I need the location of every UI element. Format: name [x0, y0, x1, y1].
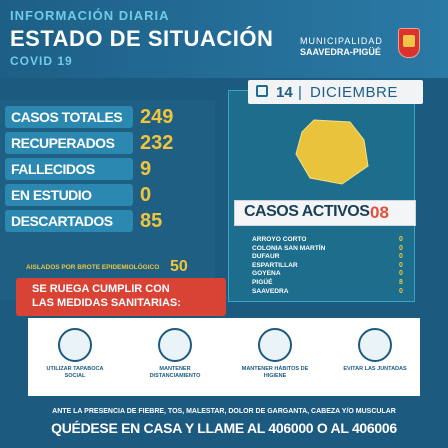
locality-name: ESPARTILLAR	[252, 261, 298, 269]
stat-value-recovered: 232	[140, 132, 174, 154]
footer-callout: QUÉDESE EN CASA Y LLAME AL 406000 O AL 4…	[51, 420, 397, 436]
locality-name: GOYENA	[252, 270, 281, 278]
isolated-label: AISLADOS POR BROTE EPIDEMIOLÓGICO	[26, 264, 160, 271]
locality-value: 0	[399, 287, 403, 295]
mask-icon	[58, 328, 92, 362]
date-month: DICIEMBRE	[310, 84, 398, 101]
measure-label: EVITAR LAS JUNTADAS	[343, 366, 407, 372]
date-bar	[248, 80, 423, 104]
active-cases-value: 08	[370, 203, 389, 222]
municipality-line1: MUNICIPALIDAD	[300, 36, 383, 46]
stat-label-deceased: FALLECIDOS	[5, 158, 133, 180]
measure-label: UTILIZAR TAPABOCA SOCIAL	[46, 366, 104, 379]
measure-label: MANTENER HÁBITOS DE HIGIENE	[241, 366, 309, 379]
locality-value: 0	[399, 244, 403, 252]
locality-name: SAAVEDRA	[252, 287, 289, 295]
stat-value-total: 249	[140, 106, 174, 128]
date-separator: |	[298, 84, 302, 101]
stat-label-discarded: DESCARTADOS	[5, 210, 133, 232]
crest-icon	[398, 28, 420, 58]
footer-note: ANTE LA PRESENCIA DE FIEBRE, TOS, MALEST…	[52, 408, 396, 415]
locality-name: DUFAUR	[252, 253, 280, 261]
page-title: ESTADO DE SITUACIÓN	[10, 26, 274, 51]
stat-value-deceased: 9	[140, 158, 152, 180]
header-bar	[0, 0, 448, 78]
active-cases-label: CASOS ACTIVOS	[244, 203, 370, 220]
calendar-icon	[256, 85, 268, 97]
measures-banner-line2: LAS MEDIDAS SANITARIAS:	[32, 297, 181, 309]
locality-name: PIGÜÉ	[252, 279, 273, 286]
locality-value: 0	[399, 261, 403, 269]
stat-label-total: CASOS TOTALES	[5, 106, 133, 128]
locality-name: COLONIA SAN MARTÍN	[252, 244, 326, 252]
measures-panel	[28, 318, 420, 396]
measures-banner	[16, 278, 226, 316]
stat-label-study: EN ESTUDIO	[5, 184, 133, 206]
handwash-icon	[258, 328, 292, 362]
locality-value: 8	[399, 279, 403, 286]
district-map-icon	[295, 119, 369, 185]
locality-value: 0	[399, 253, 403, 261]
header-top-text: INFORMACIÓN DIARIA	[10, 8, 170, 23]
measure-label: MANTENER DISTANCIAMIENTO	[149, 366, 201, 379]
locality-value: 0	[399, 236, 403, 243]
page-subtitle: COVID 19	[10, 54, 73, 68]
active-cases-box	[234, 200, 416, 226]
locality-name: ARROYO CORTO	[252, 236, 307, 243]
date-day: 14	[276, 84, 293, 101]
no-gathering-icon	[358, 328, 392, 362]
stat-value-discarded: 85	[140, 210, 163, 232]
stat-value-study: 0	[140, 184, 152, 206]
distance-icon	[158, 328, 192, 362]
locality-value: 0	[399, 270, 403, 278]
measures-banner-line1: SE RUEGA CUMPLIR CON	[32, 283, 170, 295]
isolated-value: 50	[170, 258, 188, 275]
municipality-line2: SAAVEDRA-PIGÜÉ	[300, 47, 381, 57]
stat-label-recovered: RECUPERADOS	[5, 132, 133, 154]
